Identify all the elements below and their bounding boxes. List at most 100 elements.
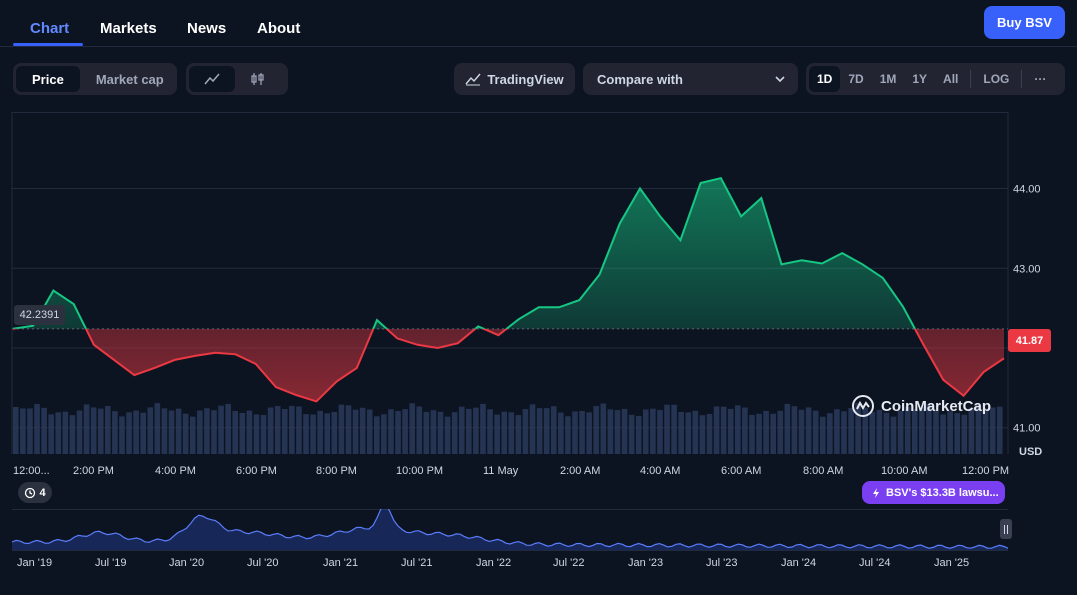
volume-bar (657, 409, 663, 454)
volume-bar (763, 410, 769, 454)
volume-bar (798, 409, 805, 454)
volume-bar (83, 404, 90, 454)
volume-bar (940, 414, 946, 454)
volume-bar (225, 403, 231, 454)
y-tick-label: 41.00 (1013, 423, 1041, 435)
navigator-tick-label: Jan '20 (169, 557, 204, 569)
candlestick-icon (251, 73, 264, 85)
tab-about[interactable]: About (257, 20, 301, 37)
volume-bar (883, 412, 890, 454)
volume-bar (289, 405, 295, 454)
volume-bar (968, 407, 975, 454)
navigator-line (11, 509, 1009, 549)
volume-bar (756, 413, 762, 454)
volume-bar (466, 408, 472, 454)
chart-type-toggle (186, 63, 288, 95)
active-tab-indicator (13, 43, 83, 46)
navigator-tick-label: Jul '24 (859, 557, 890, 569)
volume-bar (317, 410, 323, 454)
area-below-baseline (13, 328, 1004, 402)
price-chart[interactable]: 44.00 43.00 41.00 USD 12:00... 2:00 PM 4:00 P… (0, 112, 1077, 512)
tab-chart[interactable]: Chart (30, 20, 70, 37)
navigator-tick-label: Jul '19 (95, 557, 126, 569)
compare-label: Compare with (597, 71, 683, 87)
area-above-baseline (13, 178, 915, 329)
x-tick-label: 8:00 AM (803, 465, 843, 477)
volume-bar (112, 411, 118, 454)
volume-bar (642, 409, 649, 454)
volume-bar (996, 406, 1003, 454)
volume-bar (735, 405, 741, 454)
candlestick-button[interactable] (235, 66, 281, 92)
volume-bar (211, 410, 217, 454)
volume-bar (635, 416, 642, 454)
volume-bar (395, 411, 401, 454)
volume-bar (812, 410, 819, 454)
range-1y[interactable]: 1Y (912, 72, 928, 86)
volume-bar (359, 407, 366, 454)
buy-bsv-button[interactable]: Buy BSV (984, 6, 1065, 39)
volume-bar (34, 404, 40, 454)
volume-bar (62, 411, 69, 454)
volume-bar (168, 410, 175, 454)
volume-bar (713, 406, 720, 454)
x-tick-label: 12:00 PM (962, 465, 1009, 477)
volume-bar (331, 412, 338, 454)
price-toggle[interactable]: Price (16, 66, 80, 92)
volume-bar (982, 408, 989, 454)
volume-bar (720, 406, 727, 454)
current-price-tag: 41.87 (1008, 329, 1051, 352)
volume-bar (614, 410, 621, 454)
volume-bar (904, 406, 911, 454)
history-icon (25, 487, 36, 498)
volume-bar (416, 406, 423, 454)
range-navigator[interactable]: Jan '19 Jul '19 Jan '20 Jul '20 Jan '21 Jul '… (0, 509, 1077, 595)
volume-bar (381, 414, 387, 454)
volume-bar (975, 404, 982, 454)
volume-bar (338, 404, 345, 454)
volume-bar (558, 412, 564, 454)
log-toggle[interactable]: LOG (983, 72, 1010, 86)
volume-bar (593, 406, 600, 454)
volume-bar (579, 411, 585, 454)
x-tick-label: 6:00 AM (721, 465, 761, 477)
events-badge[interactable]: 4 (18, 482, 52, 503)
more-options-button[interactable]: ··· (1034, 72, 1047, 86)
volume-bar (926, 404, 932, 454)
range-1d[interactable]: 1D (809, 66, 841, 92)
line-chart-button[interactable] (189, 66, 235, 92)
volume-bar (41, 407, 47, 454)
volume-bar (119, 416, 125, 454)
tradingview-button[interactable]: TradingView (454, 63, 575, 95)
volume-bar (607, 409, 614, 454)
volume-bar (890, 416, 897, 454)
navigator-tick-label: Jan '21 (323, 557, 358, 569)
volume-bar (409, 403, 415, 454)
x-axis: 12:00... 2:00 PM 4:00 PM 6:00 PM 8:00 PM 10:0… (13, 465, 1009, 477)
volume-bar (699, 415, 706, 454)
volume-bar (366, 409, 373, 454)
range-all[interactable]: All (943, 72, 959, 86)
volume-bar (48, 414, 54, 454)
tab-news[interactable]: News (187, 20, 227, 37)
price-line-down (13, 328, 1005, 403)
volume-bar (458, 406, 465, 454)
range-divider (970, 70, 972, 88)
volume-bar (727, 408, 734, 454)
range-7d[interactable]: 7D (848, 72, 864, 86)
volume-bar (133, 410, 139, 454)
navigator-handle[interactable] (1000, 519, 1012, 539)
range-1m[interactable]: 1M (879, 72, 897, 86)
tab-markets[interactable]: Markets (100, 20, 157, 37)
compare-with-dropdown[interactable]: Compare with (583, 63, 798, 95)
navigator-area (12, 509, 1008, 550)
market-cap-toggle[interactable]: Market cap (95, 71, 164, 87)
volume-bar (572, 411, 578, 454)
volume-bar (621, 408, 628, 454)
news-event-pill[interactable]: BSV's $13.3B lawsu... (862, 481, 1005, 504)
volume-bar (664, 404, 670, 454)
volume-bar (522, 409, 529, 454)
y-tick-label: 43.00 (1013, 263, 1041, 275)
volume-bar (862, 407, 869, 454)
volume-bar (947, 411, 953, 454)
